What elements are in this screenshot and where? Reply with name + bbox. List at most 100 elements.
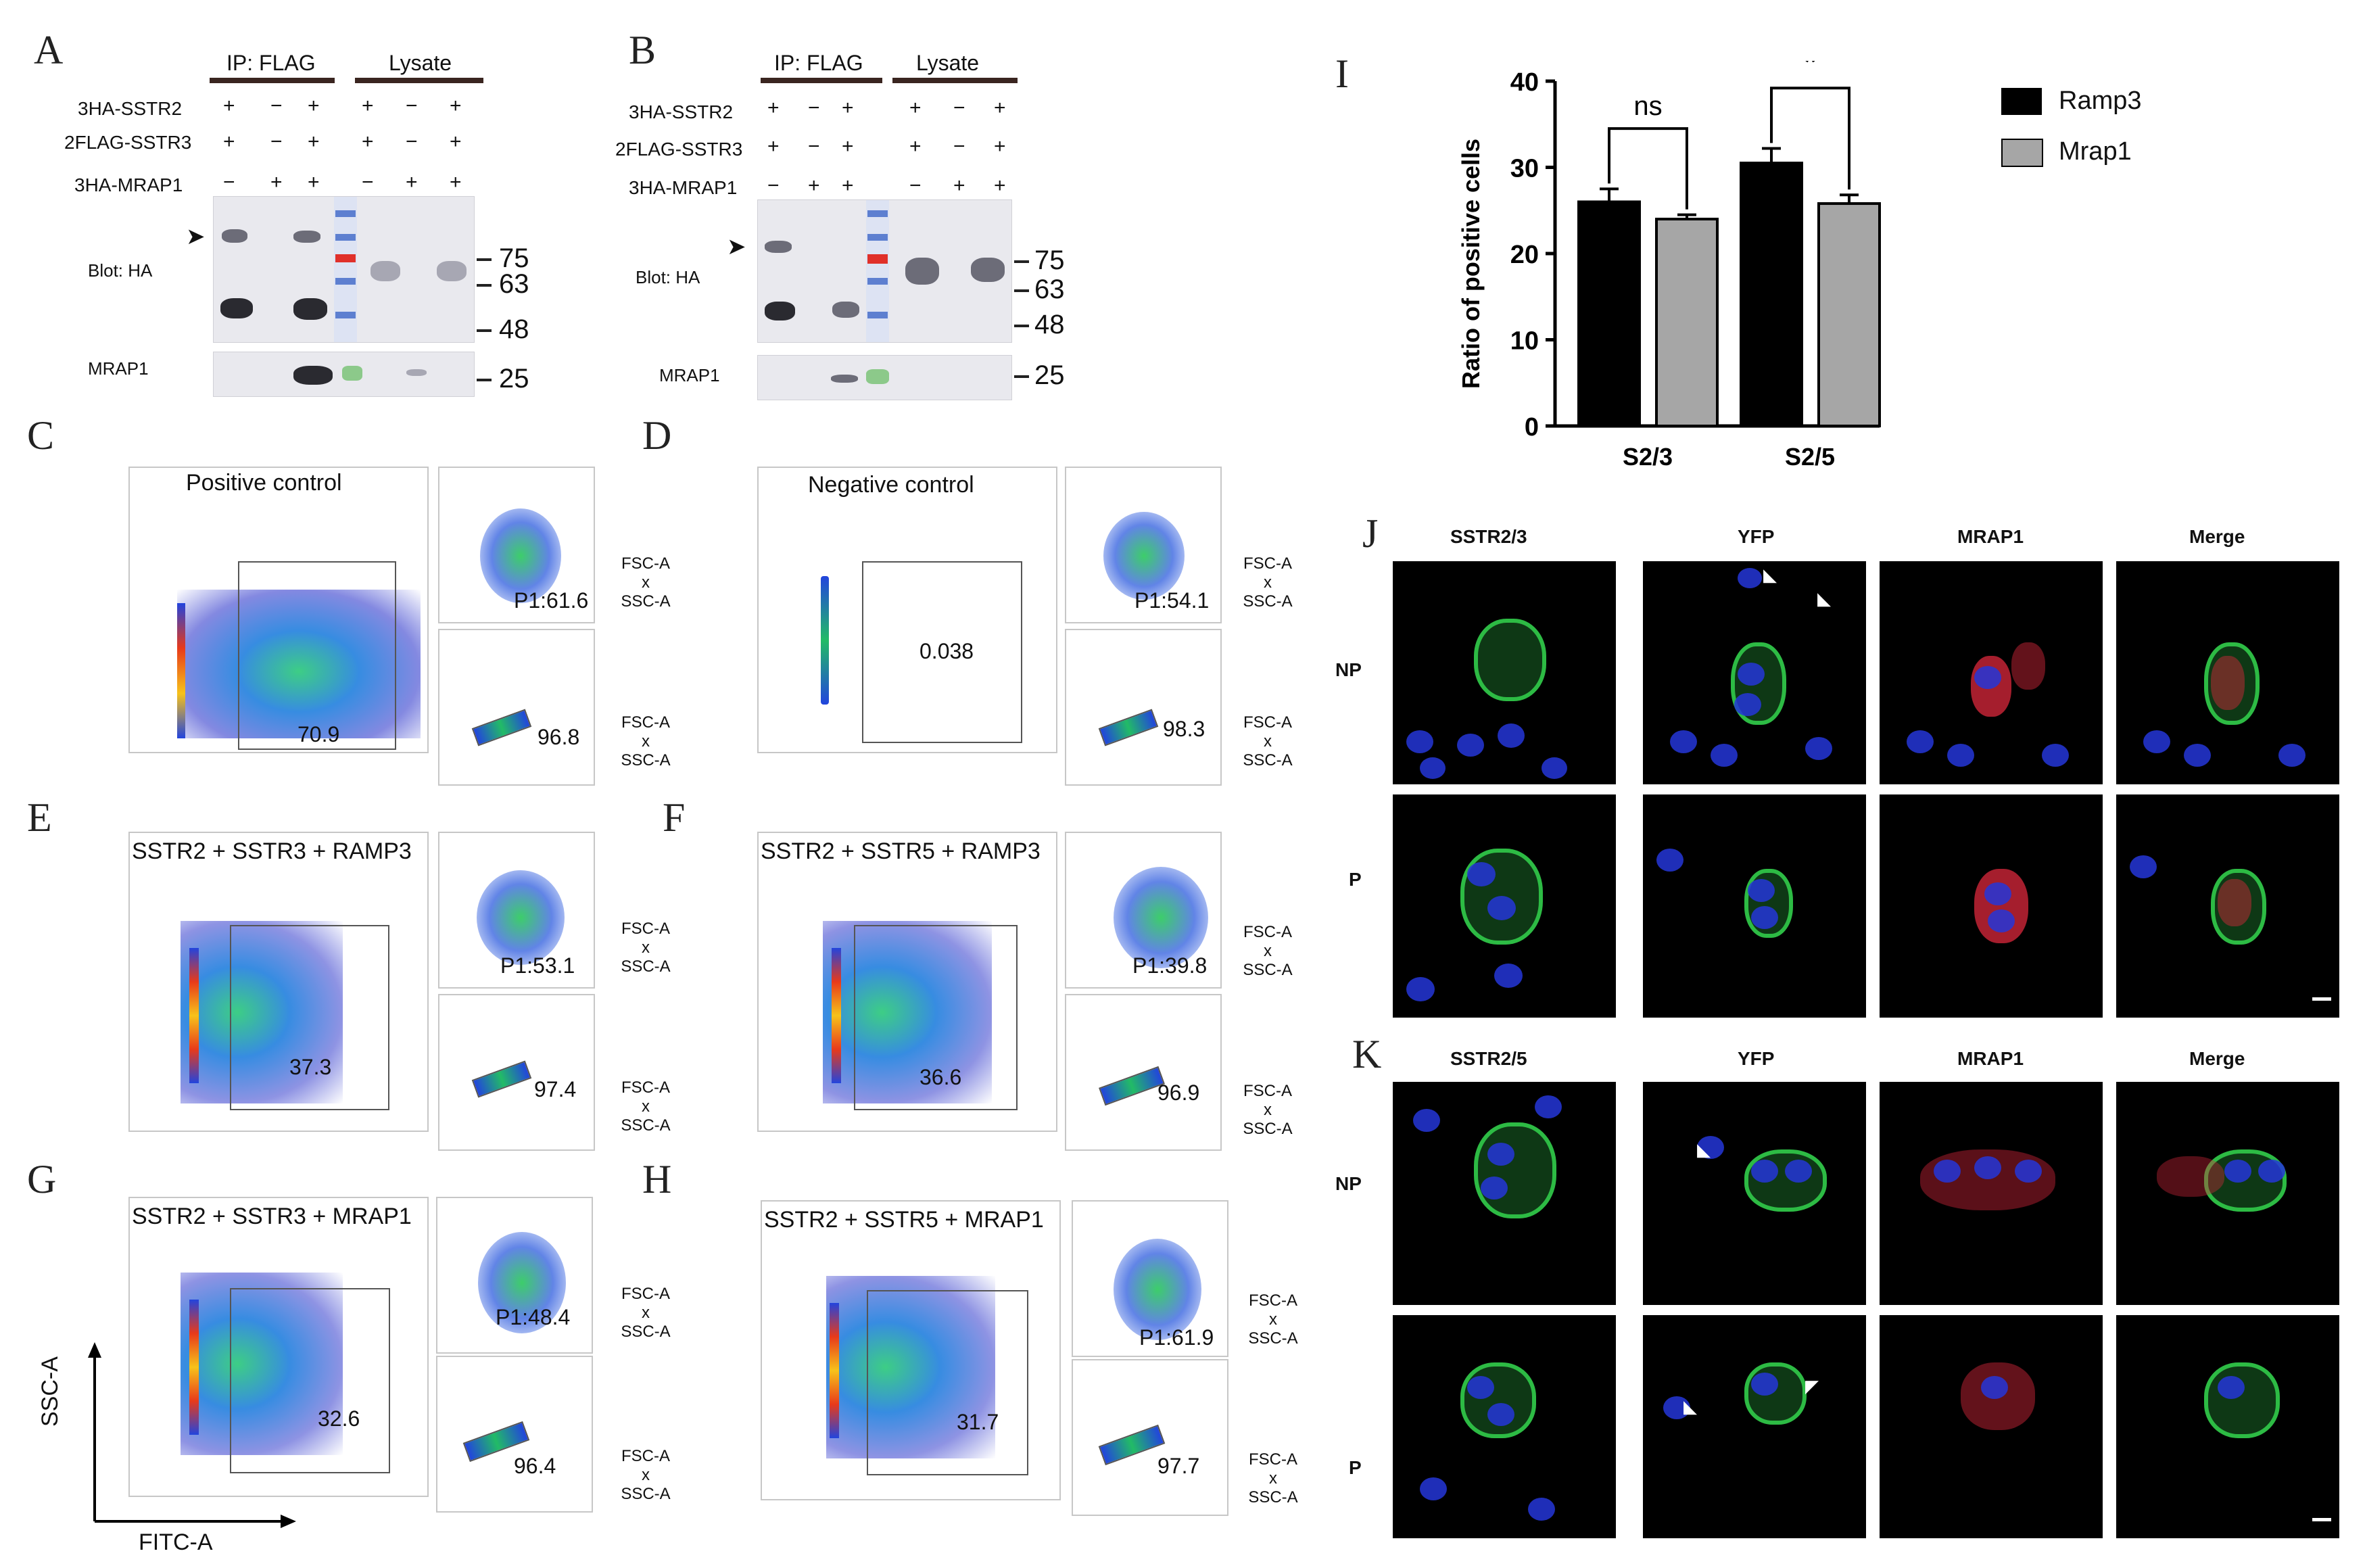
- column-header: YFP: [1738, 526, 1775, 547]
- significance-bracket: [1608, 127, 1688, 210]
- sign: +: [767, 135, 780, 158]
- micrograph: ◣: [1643, 1082, 1866, 1305]
- micrograph: [1393, 1315, 1616, 1538]
- bar-chart: Ratio of positive cells 0 10 20 30 40 S2/3 ns S…: [1457, 61, 1881, 471]
- micrograph: [2116, 1082, 2339, 1305]
- ip-header-bar: [210, 78, 335, 83]
- mw-tick: [1014, 375, 1029, 378]
- sign: −: [808, 135, 820, 158]
- significance-label: *: [1803, 61, 1817, 82]
- blot-ha-label: Blot: HA: [636, 267, 700, 287]
- legend-swatch-ramp3: [2001, 88, 2042, 115]
- y-tick-label: 0: [1525, 413, 1539, 442]
- ip-header-bar: [761, 78, 882, 83]
- column-header: YFP: [1738, 1048, 1775, 1069]
- bar-ramp3-S2-5: [1740, 162, 1803, 427]
- gate-box: [230, 1288, 390, 1473]
- facs-singlet-plot: [438, 994, 595, 1151]
- arrowhead-icon: ◤: [1805, 1376, 1819, 1396]
- column-header: Merge: [2189, 1048, 2245, 1069]
- micrograph: ◤ ◣: [1643, 1315, 1866, 1538]
- facs-axes: [88, 1342, 296, 1528]
- p1-value: P1:61.9: [1139, 1325, 1214, 1350]
- sign: +: [308, 171, 320, 193]
- sign: −: [270, 95, 283, 117]
- gate-value: 31.7: [957, 1410, 999, 1434]
- panel-label-g: G: [27, 1157, 57, 1202]
- sign: +: [909, 97, 922, 119]
- lysate-header: Lysate: [389, 51, 452, 75]
- sign: −: [406, 130, 418, 153]
- gate-value: 36.6: [919, 1065, 962, 1089]
- axis-labels: FSC-A x SSC-A: [621, 1447, 671, 1503]
- facs-singlet-plot: [1065, 994, 1222, 1151]
- mw-label-63: 63: [1034, 275, 1065, 304]
- mw-tick: [477, 379, 492, 381]
- singlet-value: 96.4: [514, 1454, 556, 1478]
- sign: +: [994, 174, 1006, 197]
- sign: +: [994, 97, 1006, 119]
- panel-label-f: F: [663, 795, 686, 840]
- row-label-sstr2: 3HA-SSTR2: [78, 98, 183, 119]
- facs-y-axis-label: SSC-A: [37, 1356, 63, 1427]
- facs-title: SSTR2 + SSTR3 + RAMP3: [132, 838, 412, 864]
- gate-box: [238, 561, 396, 750]
- facs-x-axis-label: FITC-A: [139, 1529, 213, 1555]
- singlet-value: 96.8: [538, 725, 580, 749]
- sign: +: [994, 135, 1006, 158]
- mw-label-75: 75: [499, 243, 529, 273]
- sign: +: [308, 95, 320, 117]
- mw-tick: [477, 329, 492, 332]
- micrograph: [1880, 794, 2103, 1018]
- axis-labels: FSC-A x SSC-A: [1243, 713, 1293, 769]
- arrowhead-icon: ◣: [1763, 565, 1777, 585]
- lysate-header-bar: [892, 78, 1018, 83]
- blot-arrow: ➤: [727, 234, 746, 260]
- legend-label-mrap1: Mrap1: [2059, 137, 2132, 166]
- gate-value: 70.9: [297, 722, 340, 746]
- micrograph: [1880, 1082, 2103, 1305]
- axis-labels: FSC-A x SSC-A: [621, 554, 671, 611]
- facs-singlet-plot: [1065, 629, 1222, 786]
- x-tick-label: S2/5: [1785, 443, 1835, 471]
- micrograph: [1880, 561, 2103, 784]
- facs-main-plot: [757, 832, 1057, 1132]
- arrowhead-icon: ◣: [1683, 1396, 1697, 1417]
- column-header: MRAP1: [1957, 1048, 2024, 1069]
- y-tick-label: 10: [1510, 327, 1539, 356]
- axis-labels: FSC-A x SSC-A: [1243, 554, 1293, 611]
- facs-title: Negative control: [808, 472, 974, 498]
- sign: +: [406, 171, 418, 193]
- gate-box: [854, 925, 1018, 1110]
- sign: +: [842, 174, 854, 197]
- row-label-sstr3: 2FLAG-SSTR3: [615, 139, 743, 160]
- lysate-header-bar: [355, 78, 483, 83]
- facs-title: SSTR2 + SSTR5 + MRAP1: [764, 1207, 1044, 1233]
- sign: +: [308, 130, 320, 153]
- blot-ha-image: [757, 199, 1012, 343]
- ip-flag-header: IP: FLAG: [774, 51, 863, 75]
- facs-title: Positive control: [186, 470, 342, 496]
- axis-labels: FSC-A x SSC-A: [621, 1285, 671, 1341]
- sign: +: [767, 97, 780, 119]
- mrap1-blot-label: MRAP1: [659, 365, 720, 385]
- panel-label-k: K: [1352, 1032, 1382, 1076]
- sign: +: [842, 135, 854, 158]
- micrograph: [1643, 794, 1866, 1018]
- facs-title: SSTR2 + SSTR3 + MRAP1: [132, 1204, 412, 1229]
- sign: +: [450, 130, 462, 153]
- axis-labels: FSC-A x SSC-A: [1248, 1291, 1298, 1348]
- p1-value: P1:39.8: [1132, 953, 1208, 978]
- micrograph: [1393, 561, 1616, 784]
- facs-fsc-plot: [1065, 467, 1222, 623]
- panel-label-c: C: [27, 413, 55, 458]
- panel-label-j: J: [1362, 511, 1379, 556]
- mw-label-63: 63: [499, 269, 529, 299]
- panel-label-i: I: [1335, 51, 1349, 96]
- scale-bar: [2312, 997, 2331, 1001]
- mw-label-48: 48: [499, 314, 529, 344]
- x-tick-label: S2/3: [1623, 443, 1673, 471]
- sign: +: [450, 171, 462, 193]
- gate-value: 0.038: [919, 639, 974, 663]
- blot-arrow: ➤: [186, 224, 206, 250]
